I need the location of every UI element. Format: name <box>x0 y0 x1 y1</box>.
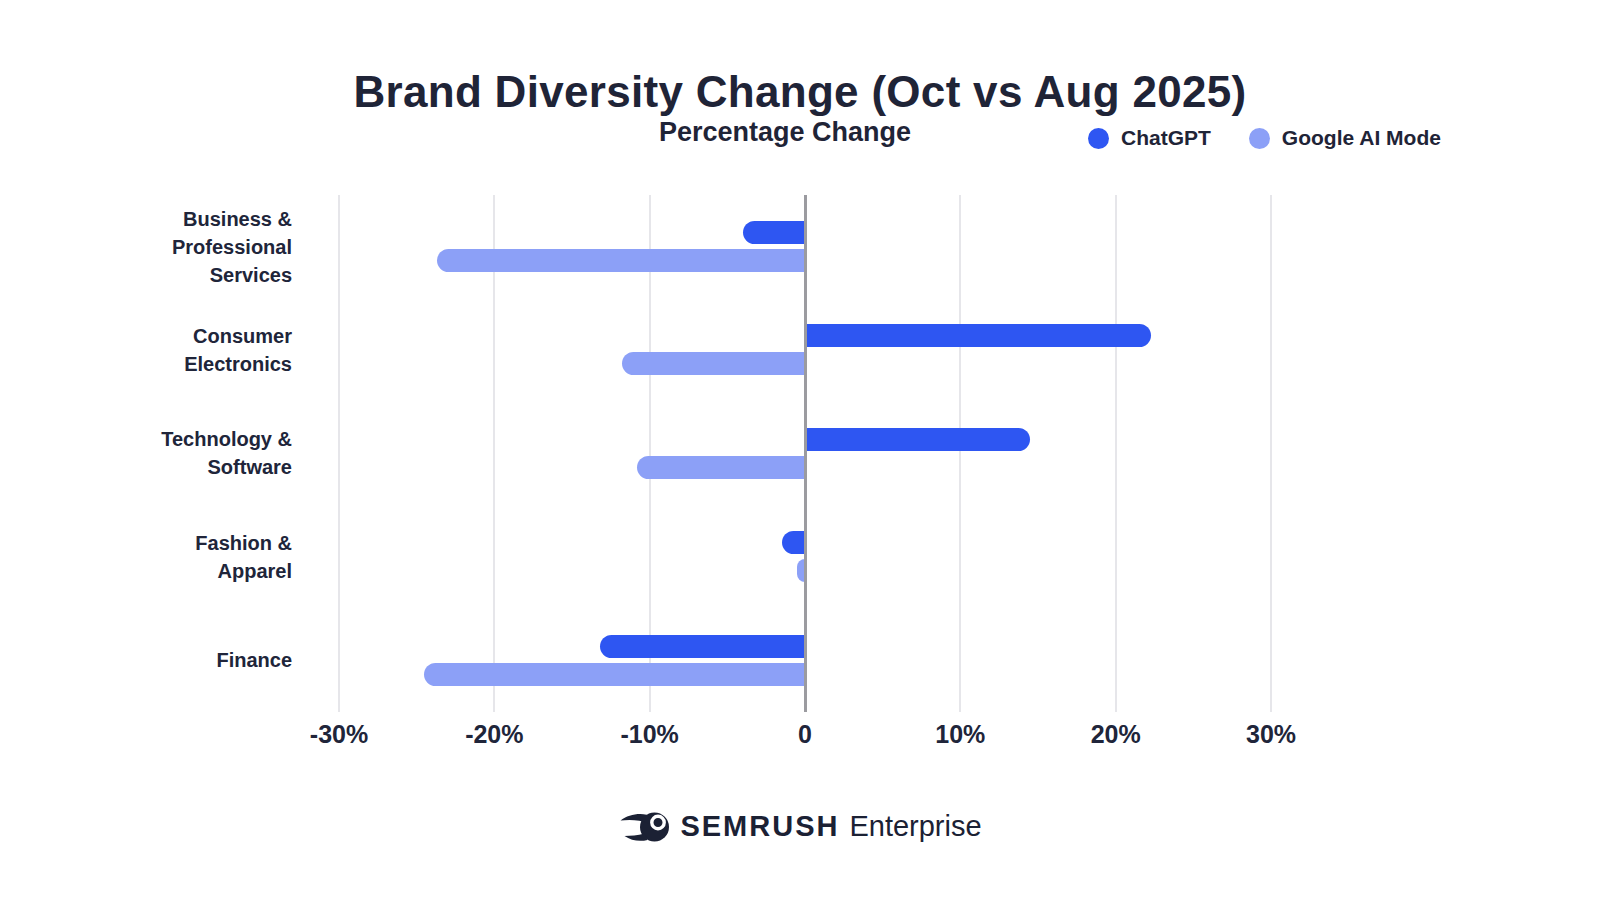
gridline <box>1270 195 1272 712</box>
semrush-comet-icon <box>618 811 670 843</box>
bar-google-ai-mode <box>424 663 805 686</box>
gridline <box>959 195 961 712</box>
bar-chatgpt <box>743 221 805 244</box>
gridline <box>493 195 495 712</box>
x-tick-label: 10% <box>935 720 985 749</box>
bar-google-ai-mode <box>622 352 805 375</box>
gridline <box>338 195 340 712</box>
footer-suffix-text: Enterprise <box>849 810 981 843</box>
footer-brand-text: SEMRUSH <box>680 810 839 843</box>
legend-dot-chatgpt <box>1088 128 1109 149</box>
legend-label: Google AI Mode <box>1282 126 1441 150</box>
bar-chatgpt <box>805 324 1151 347</box>
bar-chatgpt <box>782 531 805 554</box>
plot-area <box>339 195 1271 712</box>
category-label: ConsumerElectronics <box>0 322 292 378</box>
category-axis: Business &ProfessionalServices ConsumerEl… <box>0 195 296 712</box>
chart-title: Brand Diversity Change (Oct vs Aug 2025) <box>0 67 1600 117</box>
legend-dot-google-ai-mode <box>1249 128 1270 149</box>
gridline <box>1115 195 1117 712</box>
category-label: Fashion &Apparel <box>0 529 292 585</box>
x-tick-label: 0 <box>798 720 812 749</box>
category-label: Technology &Software <box>0 425 292 481</box>
x-tick-label: -20% <box>465 720 523 749</box>
footer-logo: SEMRUSH Enterprise <box>0 810 1600 843</box>
category-label: Finance <box>0 646 292 674</box>
zero-axis-line <box>804 195 807 712</box>
x-tick-label: 30% <box>1246 720 1296 749</box>
bar-google-ai-mode <box>637 456 805 479</box>
x-tick-label: -10% <box>620 720 678 749</box>
x-axis: -30%-20%-10%010%20%30% <box>339 720 1271 754</box>
category-label: Business &ProfessionalServices <box>0 205 292 289</box>
x-tick-label: 20% <box>1091 720 1141 749</box>
legend-item-chatgpt: ChatGPT <box>1088 126 1211 150</box>
x-tick-label: -30% <box>310 720 368 749</box>
bar-chatgpt <box>805 428 1030 451</box>
bar-google-ai-mode <box>437 249 805 272</box>
chart-legend: ChatGPT Google AI Mode <box>1088 126 1441 150</box>
legend-label: ChatGPT <box>1121 126 1211 150</box>
legend-item-google-ai-mode: Google AI Mode <box>1249 126 1441 150</box>
bar-chatgpt <box>600 635 805 658</box>
chart-subtitle: Percentage Change <box>400 117 1170 148</box>
